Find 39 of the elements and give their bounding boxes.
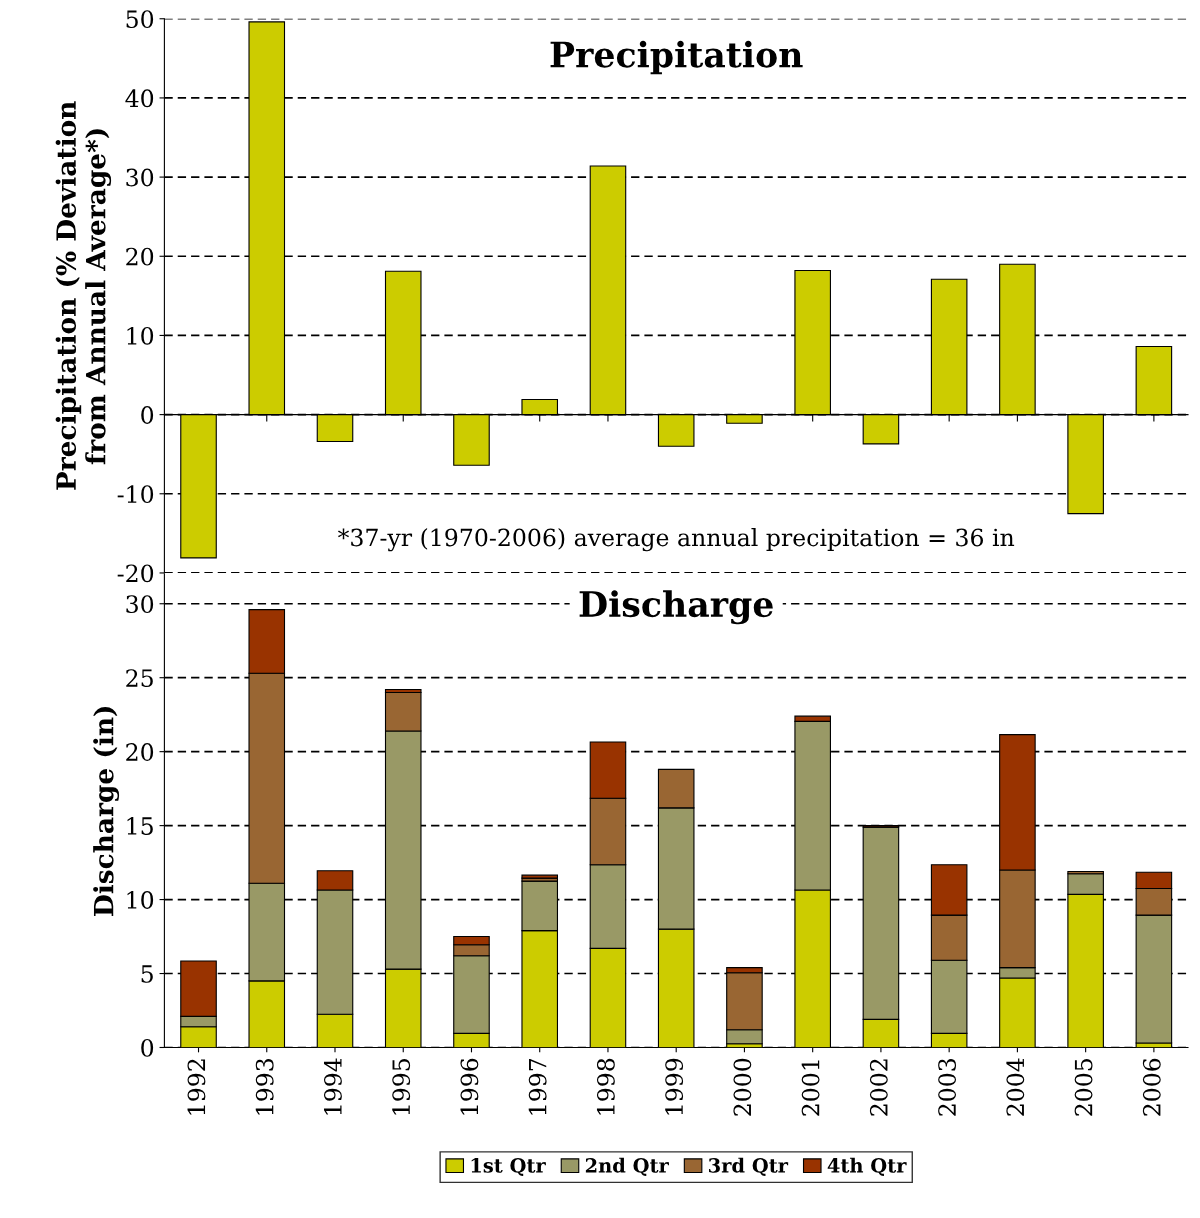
y-tick-label: 20 xyxy=(126,743,154,761)
x-tick-label: 1993 xyxy=(255,1058,274,1115)
legend-label: 2nd Qtr xyxy=(585,1157,669,1176)
y-tick-label: 10 xyxy=(127,891,154,909)
legend-label: 3rd Qtr xyxy=(709,1157,789,1176)
x-tick-label: 1997 xyxy=(528,1058,547,1115)
y-tick-label: 40 xyxy=(125,89,154,108)
x-tick-label: 1995 xyxy=(392,1059,411,1115)
legend-label: 4th Qtr xyxy=(827,1157,907,1176)
x-tick-label: 1992 xyxy=(187,1059,206,1115)
x-tick-label: 2000 xyxy=(733,1058,752,1116)
x-tick-label: 2006 xyxy=(1142,1058,1161,1116)
annotation: *37-yr (1970-2006) average annual precipitation = 36 in xyxy=(337,528,1015,552)
y-tick-label: 20 xyxy=(126,247,154,266)
x-tick-label: 1999 xyxy=(665,1058,684,1115)
y-tick-label: 0 xyxy=(141,406,154,424)
y-axis-title: Precipitation (% Deviation from Annual Average*) xyxy=(55,101,112,490)
y-tick-label: 0 xyxy=(141,1038,154,1057)
y-tick-label: -10 xyxy=(117,485,154,504)
x-tick-label: 2001 xyxy=(801,1060,820,1116)
x-tick-label: 2003 xyxy=(938,1058,957,1116)
y-tick-label: 10 xyxy=(127,326,154,345)
x-tick-label: 2005 xyxy=(1074,1059,1093,1116)
text: Precipitation xyxy=(550,40,803,75)
y-tick-label: 25 xyxy=(126,669,153,688)
y-tick-label: 50 xyxy=(126,10,154,29)
legend-label: 1st Qtr xyxy=(471,1158,546,1176)
x-tick-label: 1998 xyxy=(596,1058,615,1115)
y-tick-label: 30 xyxy=(126,595,154,614)
x-tick-label: 2002 xyxy=(869,1059,888,1116)
y-axis-title: Discharge (in) xyxy=(93,707,120,916)
chart-title: Discharge xyxy=(579,590,773,625)
x-tick-label: 2004 xyxy=(1006,1058,1025,1116)
y-tick-label: 15 xyxy=(127,817,153,835)
x-tick-label: 1996 xyxy=(460,1058,479,1115)
y-tick-label: -20 xyxy=(117,564,154,583)
y-tick-label: 30 xyxy=(126,168,154,187)
x-tick-label: 1994 xyxy=(323,1058,342,1115)
y-tick-label: 5 xyxy=(141,965,153,983)
